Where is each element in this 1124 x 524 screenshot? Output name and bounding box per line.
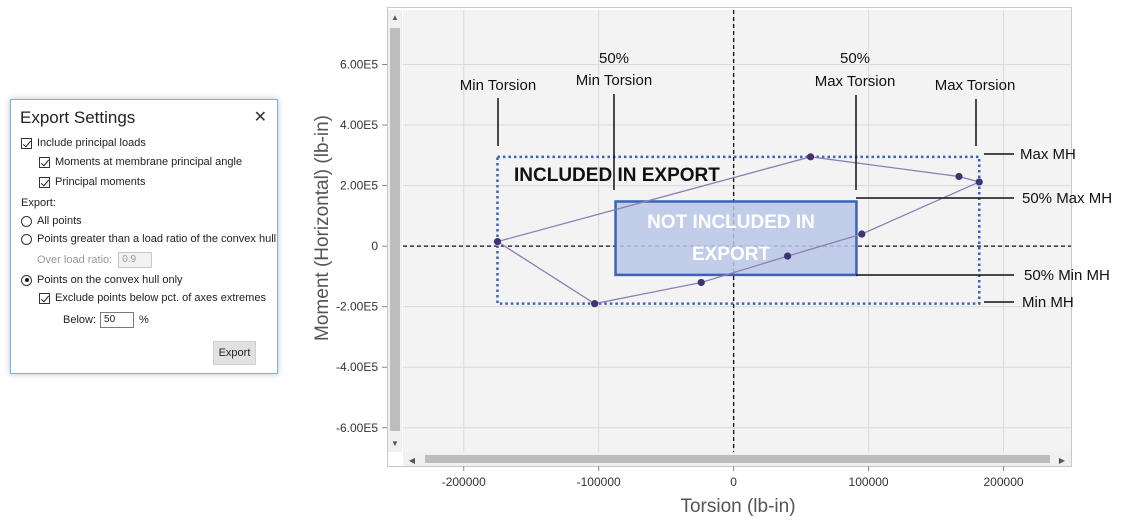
all-points-label: All points [37, 215, 82, 227]
exclude-below-checkbox[interactable] [39, 292, 50, 304]
data-point [955, 172, 963, 181]
moments-membrane-option[interactable]: Moments at membrane principal angle [39, 156, 242, 168]
convex-hull-option[interactable]: Points on the convex hull only [21, 274, 183, 286]
export-settings-dialog: Export Settings ✕ Include principal load… [10, 99, 278, 374]
export-section-label: Export: [21, 197, 56, 209]
principal-moments-option[interactable]: Principal moments [39, 176, 145, 188]
y-axis-title: Moment (Horizontal) (lb-in) [312, 115, 333, 341]
y-tick-label: 0 [371, 239, 378, 253]
data-point [858, 230, 866, 238]
fifty-max-torsion-label-2: Max Torsion [815, 73, 896, 90]
y-tick-label: 4.00E5 [340, 118, 378, 132]
include-principal-loads-label: Include principal loads [37, 137, 146, 149]
over-load-ratio-row: Over load ratio: 0.9 [37, 252, 153, 268]
fifty-min-mh-label: 50% Min MH [1024, 267, 1110, 284]
y-tick-label: 2.00E5 [340, 179, 378, 193]
principal-moments-label: Principal moments [55, 176, 146, 188]
data-point [806, 153, 815, 161]
x-tick-label: -100000 [577, 475, 621, 489]
fifty-min-torsion-label-1: 50% [599, 50, 629, 67]
dialog-title: Export Settings [20, 108, 136, 127]
scroll-right-icon[interactable]: ▶ [1059, 456, 1066, 465]
fifty-max-torsion-label-1: 50% [840, 50, 870, 67]
fifty-min-torsion-label-2: Min Torsion [576, 72, 652, 89]
export-button[interactable]: Export [213, 341, 256, 365]
moments-membrane-checkbox[interactable] [39, 156, 50, 168]
min-mh-label: Min MH [1022, 294, 1074, 311]
y-tick-label: -2.00E5 [336, 300, 378, 314]
min-torsion-label: Min Torsion [460, 77, 536, 94]
y-tick-label: 6.00E5 [340, 57, 378, 71]
load-ratio-radio[interactable] [21, 233, 32, 245]
x-tick-label: 200000 [984, 475, 1024, 489]
close-icon[interactable]: ✕ [253, 109, 267, 126]
x-tick-label: -200000 [442, 475, 486, 489]
max-torsion-label: Max Torsion [935, 77, 1016, 94]
horizontal-scroll-thumb[interactable] [425, 455, 1050, 463]
scroll-left-icon[interactable]: ◀ [409, 456, 416, 465]
vertical-scrollbar[interactable]: ▲ ▼ [388, 10, 402, 452]
include-principal-loads-option[interactable]: Include principal loads [21, 137, 146, 149]
x-tick-label: 100000 [849, 475, 889, 489]
data-point [591, 300, 599, 308]
below-input[interactable]: 50 [100, 312, 135, 328]
load-ratio-option[interactable]: Points greater than a load ratio of the … [21, 233, 276, 245]
exclude-below-option[interactable]: Exclude points below pct. of axes extrem… [39, 292, 266, 304]
not-included-label-line2: EXPORT [692, 244, 771, 265]
data-point [975, 178, 983, 186]
below-label: Below: [63, 314, 97, 326]
over-load-ratio-input[interactable]: 0.9 [118, 252, 153, 268]
vertical-scroll-thumb[interactable] [390, 28, 400, 431]
principal-moments-checkbox[interactable] [39, 176, 50, 188]
load-ratio-label: Points greater than a load ratio of the … [37, 233, 277, 245]
include-principal-loads-checkbox[interactable] [21, 137, 32, 149]
included-export-box [496, 155, 981, 305]
not-included-label-line1: NOT INCLUDED IN [647, 212, 815, 233]
all-points-radio[interactable] [21, 215, 32, 227]
convex-hull-label: Points on the convex hull only [37, 274, 183, 286]
y-tick-label: -6.00E5 [336, 421, 378, 435]
scroll-down-icon[interactable]: ▼ [391, 439, 399, 448]
exclude-below-label: Exclude points below pct. of axes extrem… [55, 292, 266, 304]
all-points-option[interactable]: All points [21, 215, 82, 227]
below-unit: % [139, 314, 149, 326]
x-axis-title: Torsion (lb-in) [680, 496, 795, 517]
included-in-export-label: INCLUDED IN EXPORT [514, 165, 720, 186]
moments-membrane-label: Moments at membrane principal angle [55, 156, 243, 168]
horizontal-scrollbar[interactable]: ◀ ▶ [403, 452, 1071, 466]
scroll-up-icon[interactable]: ▲ [391, 13, 399, 22]
x-tick-label: 0 [730, 475, 737, 489]
data-point [697, 278, 705, 287]
below-row: Below: 50 % [63, 312, 149, 328]
max-mh-label: Max MH [1020, 146, 1076, 163]
fifty-max-mh-label: 50% Max MH [1022, 190, 1112, 207]
y-tick-label: -4.00E5 [336, 360, 378, 374]
data-point [493, 237, 502, 246]
data-point [784, 252, 792, 260]
over-load-ratio-label: Over load ratio: [37, 254, 113, 266]
convex-hull-radio[interactable] [21, 274, 32, 286]
not-included-export-box [614, 200, 858, 277]
